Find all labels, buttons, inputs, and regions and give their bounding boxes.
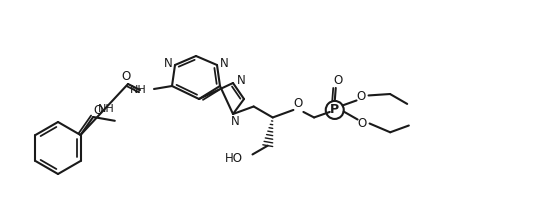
Text: O: O: [356, 90, 365, 103]
Text: P: P: [330, 103, 339, 116]
Text: NH: NH: [98, 104, 114, 114]
Text: O: O: [93, 105, 103, 117]
Text: N: N: [164, 56, 173, 69]
Text: N: N: [219, 56, 228, 69]
Text: N: N: [230, 114, 239, 128]
Text: NH: NH: [130, 85, 147, 95]
Text: O: O: [357, 117, 366, 130]
Text: N: N: [236, 73, 245, 87]
Text: HO: HO: [224, 152, 242, 165]
Text: O: O: [333, 74, 342, 88]
Text: O: O: [121, 69, 130, 83]
Text: O: O: [294, 97, 303, 110]
